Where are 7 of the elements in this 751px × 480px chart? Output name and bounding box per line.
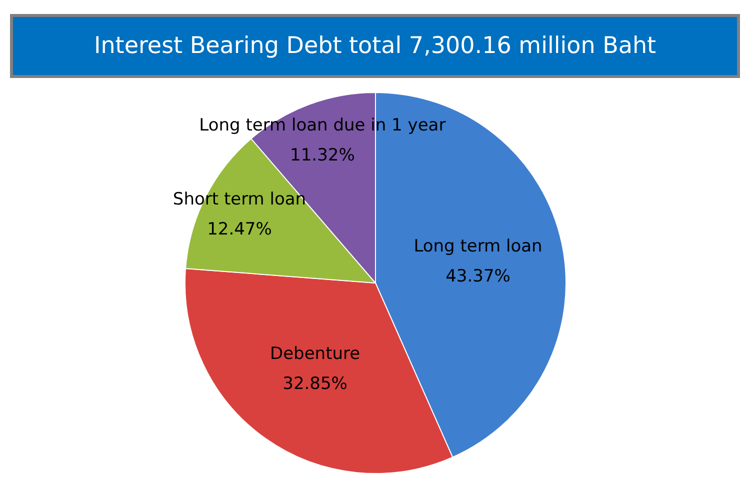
data-label: 11.32%	[290, 146, 355, 166]
slice-label: Debenture	[270, 344, 360, 364]
data-label: 12.47%	[207, 220, 272, 240]
chart-title: Interest Bearing Debt total 7,300.16 million Baht	[10, 14, 740, 78]
data-label: 43.37%	[446, 266, 510, 287]
data-label: 32.85%	[282, 374, 348, 394]
slice-label: Long term loan	[414, 236, 542, 257]
